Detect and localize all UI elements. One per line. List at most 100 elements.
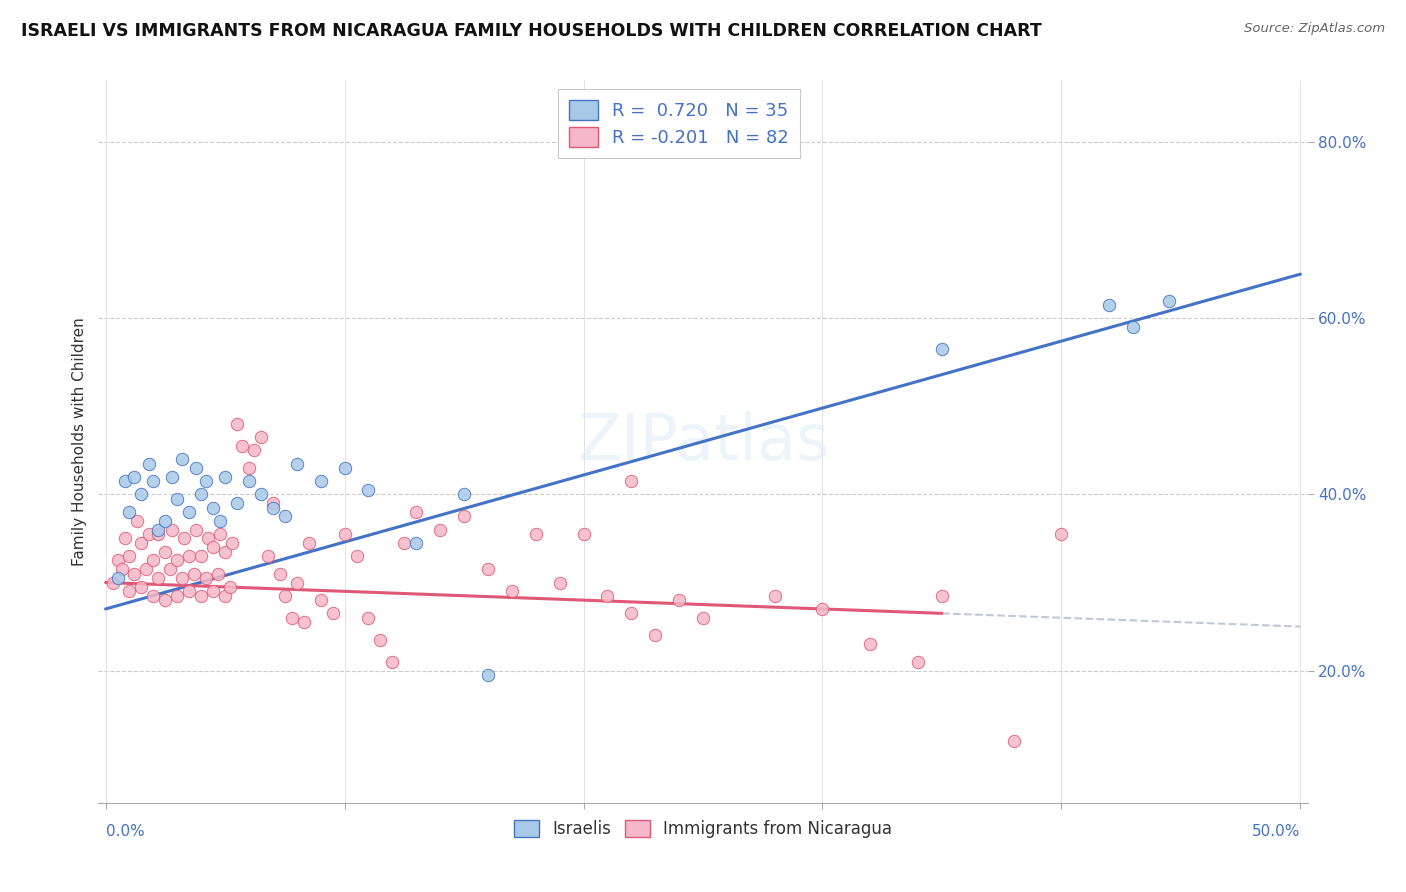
- Point: [262, 496, 284, 510]
- Point: [122, 566, 145, 581]
- Point: [281, 611, 304, 625]
- Point: [190, 589, 212, 603]
- Point: [159, 562, 181, 576]
- Point: [197, 532, 219, 546]
- Point: [146, 523, 169, 537]
- Point: [1050, 527, 1073, 541]
- Text: ISRAELI VS IMMIGRANTS FROM NICARAGUA FAMILY HOUSEHOLDS WITH CHILDREN CORRELATION: ISRAELI VS IMMIGRANTS FROM NICARAGUA FAM…: [21, 22, 1042, 40]
- Point: [179, 505, 201, 519]
- Point: [292, 615, 315, 630]
- Point: [146, 527, 169, 541]
- Point: [214, 589, 236, 603]
- Point: [285, 575, 308, 590]
- Point: [931, 342, 953, 356]
- Point: [477, 562, 499, 576]
- Point: [125, 514, 148, 528]
- Text: 50.0%: 50.0%: [1251, 824, 1301, 839]
- Point: [114, 532, 136, 546]
- Point: [209, 527, 232, 541]
- Point: [548, 575, 571, 590]
- Point: [405, 536, 427, 550]
- Point: [202, 541, 225, 555]
- Point: [931, 589, 953, 603]
- Point: [381, 655, 404, 669]
- Point: [135, 562, 157, 576]
- Point: [194, 571, 217, 585]
- Point: [202, 500, 225, 515]
- Text: ZIPatlas: ZIPatlas: [576, 410, 830, 473]
- Point: [269, 566, 291, 581]
- Point: [114, 474, 136, 488]
- Point: [357, 611, 380, 625]
- Point: [859, 637, 882, 651]
- Point: [453, 509, 475, 524]
- Point: [138, 457, 160, 471]
- Point: [170, 452, 193, 467]
- Point: [146, 571, 169, 585]
- Point: [238, 474, 260, 488]
- Point: [209, 514, 232, 528]
- Point: [620, 474, 643, 488]
- Point: [596, 589, 619, 603]
- Point: [226, 417, 249, 431]
- Point: [107, 553, 129, 567]
- Point: [107, 571, 129, 585]
- Point: [194, 474, 217, 488]
- Point: [179, 584, 201, 599]
- Point: [162, 523, 184, 537]
- Point: [1002, 734, 1025, 748]
- Point: [183, 566, 205, 581]
- Point: [190, 487, 212, 501]
- Point: [285, 457, 308, 471]
- Point: [122, 470, 145, 484]
- Point: [202, 584, 225, 599]
- Point: [155, 593, 177, 607]
- Point: [357, 483, 380, 497]
- Point: [257, 549, 280, 563]
- Point: [250, 430, 273, 444]
- Point: [226, 496, 249, 510]
- Point: [242, 443, 264, 458]
- Point: [453, 487, 475, 501]
- Point: [309, 593, 332, 607]
- Point: [131, 580, 153, 594]
- Point: [166, 491, 188, 506]
- Point: [214, 470, 236, 484]
- Point: [346, 549, 368, 563]
- Point: [668, 593, 690, 607]
- Point: [394, 536, 416, 550]
- Point: [572, 527, 595, 541]
- Point: [207, 566, 229, 581]
- Point: [238, 461, 260, 475]
- Point: [644, 628, 666, 642]
- Point: [166, 553, 188, 567]
- Point: [370, 632, 392, 647]
- Point: [138, 527, 160, 541]
- Point: [231, 439, 253, 453]
- Point: [179, 549, 201, 563]
- Point: [131, 536, 153, 550]
- Point: [692, 611, 714, 625]
- Point: [274, 589, 297, 603]
- Point: [186, 523, 208, 537]
- Point: [118, 549, 141, 563]
- Point: [101, 575, 124, 590]
- Point: [214, 544, 236, 558]
- Point: [298, 536, 321, 550]
- Point: [162, 470, 184, 484]
- Y-axis label: Family Households with Children: Family Households with Children: [72, 318, 87, 566]
- Point: [166, 589, 188, 603]
- Point: [333, 527, 356, 541]
- Point: [142, 589, 165, 603]
- Point: [142, 553, 165, 567]
- Point: [477, 668, 499, 682]
- Point: [186, 461, 208, 475]
- Point: [250, 487, 273, 501]
- Point: [1157, 293, 1180, 308]
- Point: [274, 509, 297, 524]
- Text: 0.0%: 0.0%: [105, 824, 145, 839]
- Point: [131, 487, 153, 501]
- Point: [620, 607, 643, 621]
- Point: [190, 549, 212, 563]
- Point: [218, 580, 240, 594]
